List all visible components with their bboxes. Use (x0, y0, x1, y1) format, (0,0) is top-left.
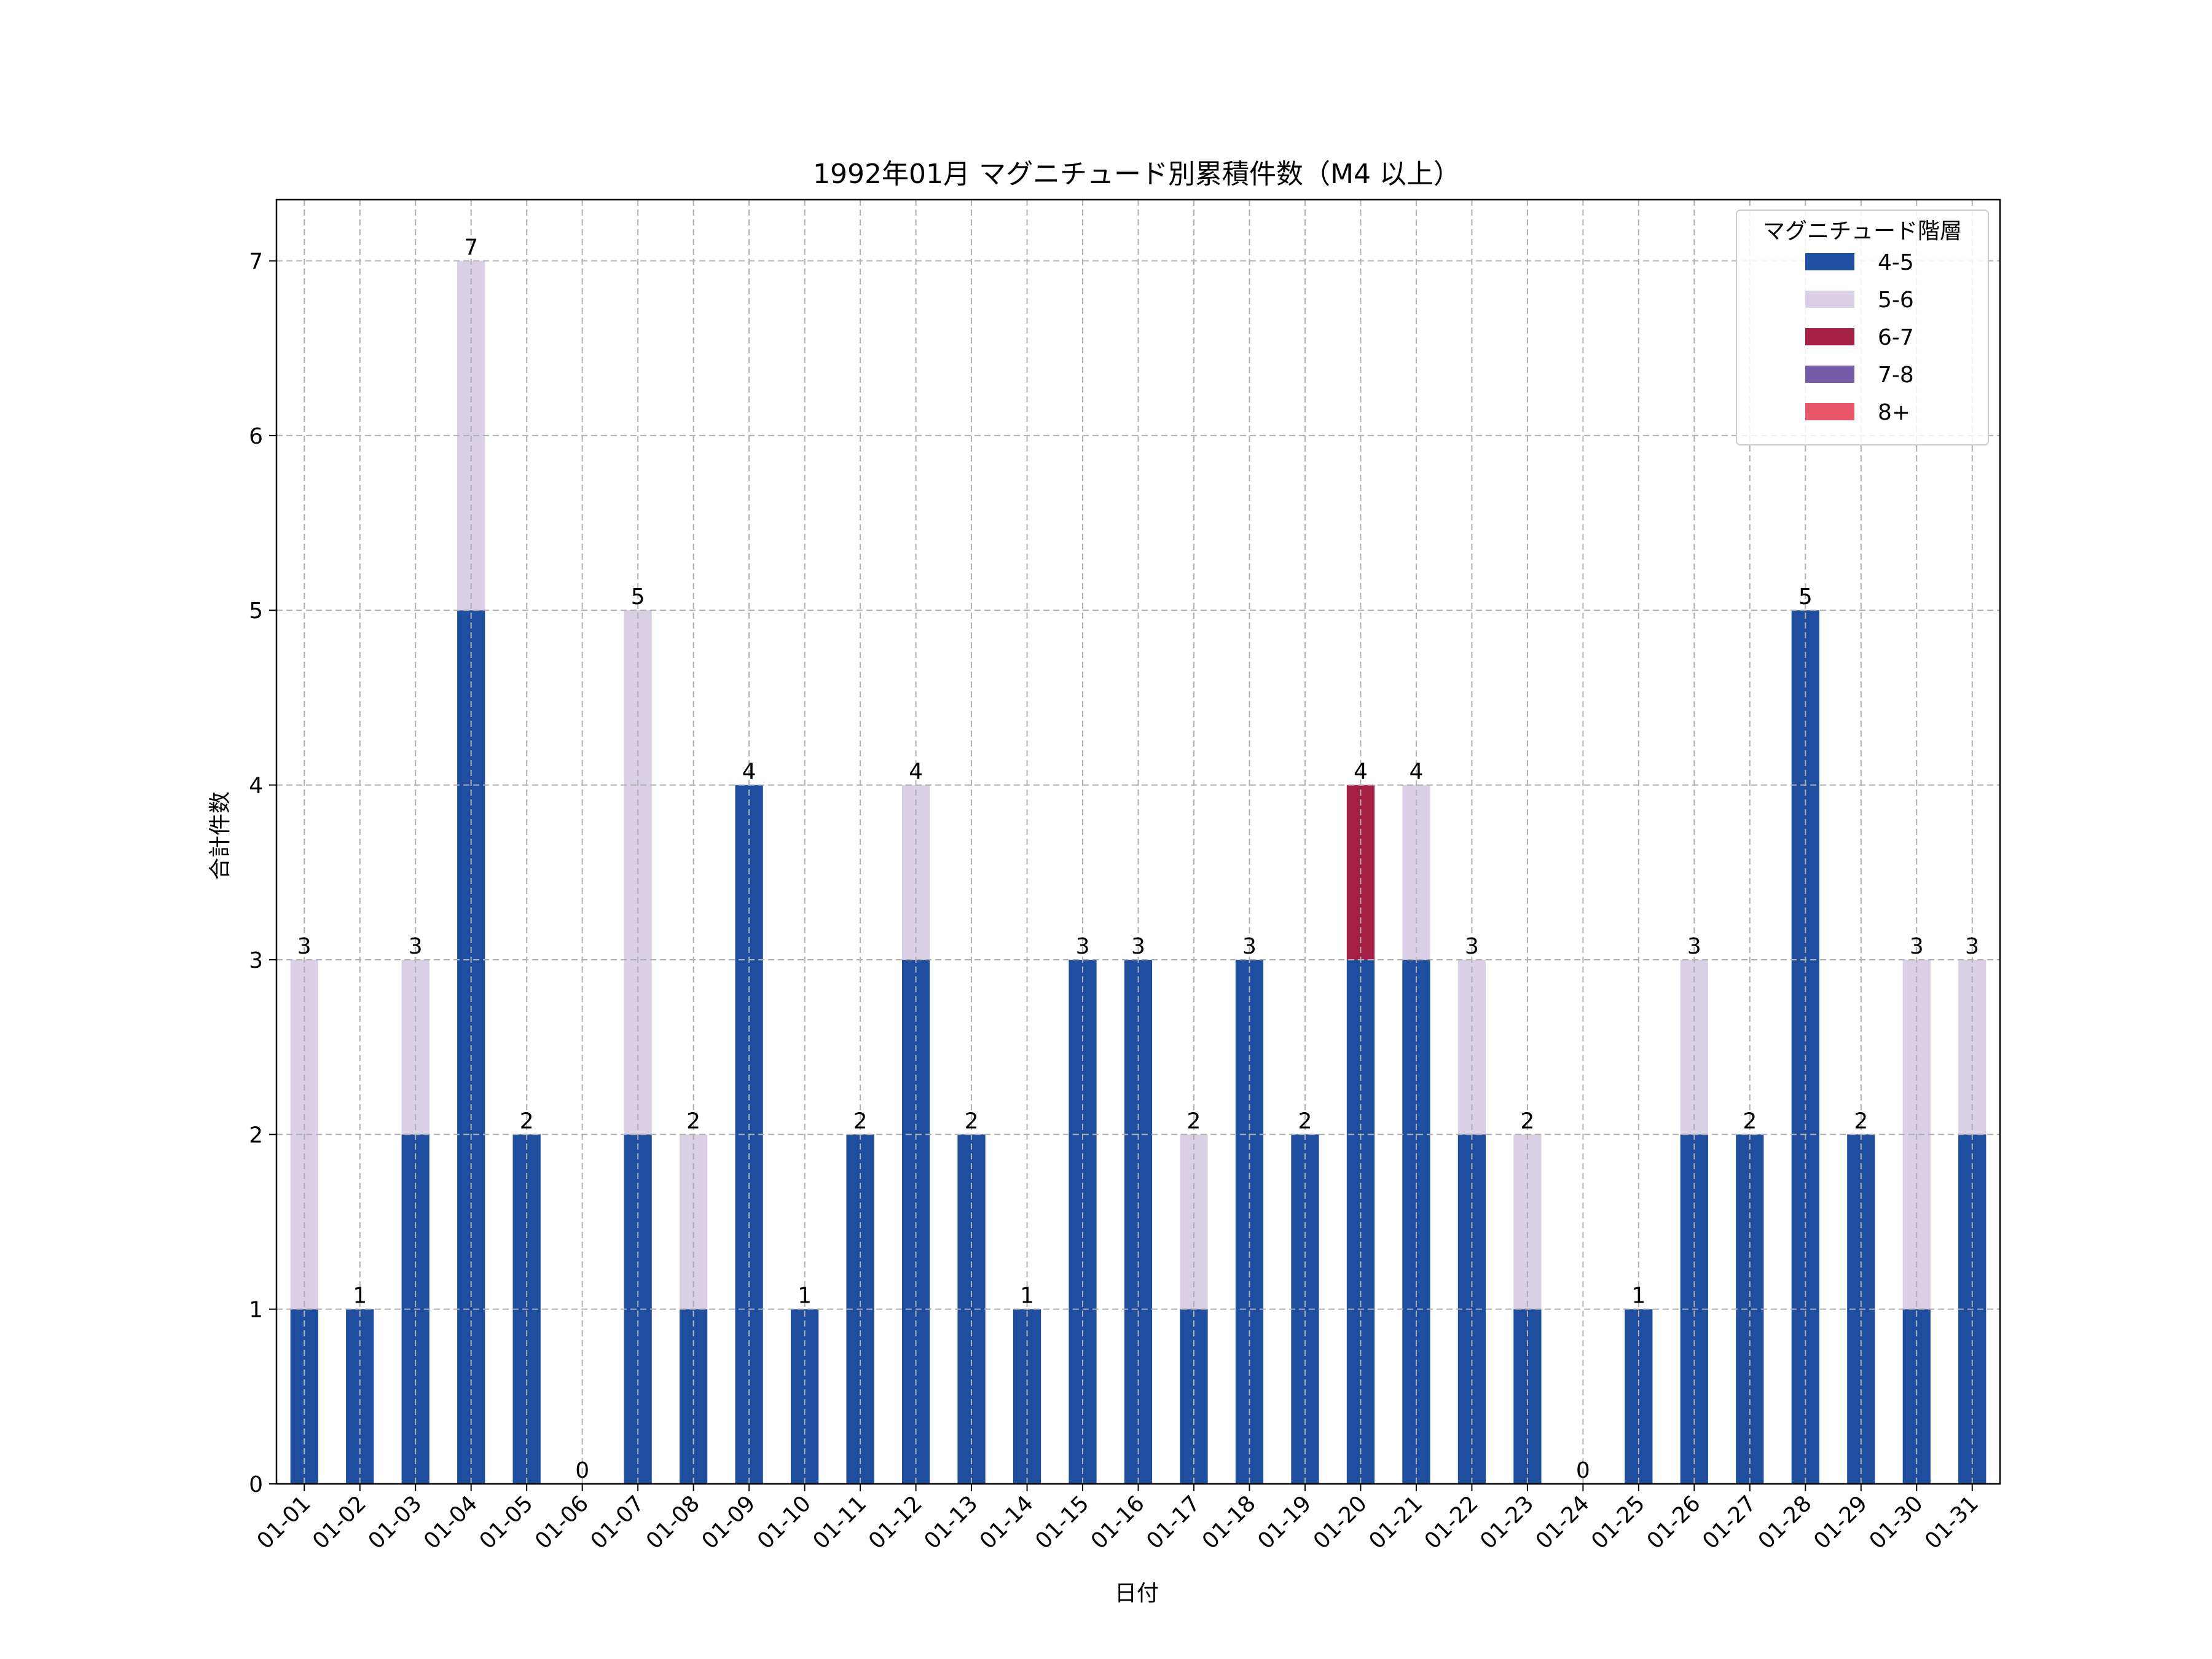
y-tick-label: 0 (249, 1472, 263, 1497)
y-axis-label: 合計件数 (208, 791, 233, 880)
bar-segment-01-14-4-5 (1013, 1309, 1041, 1484)
bar-total-label: 2 (1520, 1108, 1534, 1134)
bar-total-label: 1 (798, 1284, 812, 1309)
bar-total-label: 3 (1687, 934, 1701, 959)
bar-total-label: 7 (464, 235, 478, 261)
legend-label-6-7: 6-7 (1878, 325, 1914, 350)
bar-total-label: 0 (575, 1458, 589, 1483)
bar-total-label: 2 (520, 1108, 534, 1134)
bar-segment-01-10-4-5 (790, 1309, 819, 1484)
bar-total-label: 4 (1409, 759, 1423, 785)
bar-total-label: 3 (409, 934, 423, 959)
chart-title: 1992年01月 マグニチュード別累積件数（M4 以上） (813, 159, 1461, 190)
legend-swatch-5-6 (1805, 291, 1854, 308)
legend-title: マグニチュード階層 (1763, 219, 1962, 244)
bar-total-labels: 3 1 3 7 2 0 5 2 4 1 2 4 2 1 3 3 2 3 2 4 4 3 2 0 1 3 2 5 2 3 3 (297, 235, 1979, 1483)
y-tick-label: 1 (249, 1298, 263, 1323)
y-tick-label: 3 (249, 948, 263, 973)
legend-swatch-4-5 (1805, 253, 1854, 270)
bar-segment-01-30-4-5 (1902, 1309, 1931, 1484)
bar-total-label: 3 (1131, 934, 1145, 959)
bar-total-label: 0 (1576, 1458, 1590, 1483)
bar-total-label: 3 (1465, 934, 1479, 959)
bar-total-label: 3 (1910, 934, 1924, 959)
bar-total-label: 5 (1798, 584, 1813, 610)
bar-total-label: 2 (1298, 1108, 1312, 1134)
bar-total-label: 2 (686, 1108, 700, 1134)
y-tick-label: 5 (249, 598, 263, 624)
bar-total-label: 2 (1187, 1108, 1201, 1134)
bar-total-label: 4 (909, 759, 923, 785)
bar-total-label: 3 (1076, 934, 1090, 959)
y-tick-label: 7 (249, 249, 263, 275)
bar-total-label: 2 (1743, 1108, 1757, 1134)
bar-total-label: 2 (965, 1108, 979, 1134)
legend-label-5-6: 5-6 (1878, 288, 1914, 313)
bar-segment-01-23-4-5 (1513, 1309, 1542, 1484)
legend-swatch-6-7 (1805, 328, 1854, 345)
y-tick-label: 6 (249, 424, 263, 449)
bar-total-label: 3 (1965, 934, 1979, 959)
bar-total-label: 4 (742, 759, 756, 785)
bar-total-label: 4 (1354, 759, 1368, 785)
bar-segment-01-17-4-5 (1180, 1309, 1208, 1484)
bar-total-label: 3 (1242, 934, 1257, 959)
bar-total-label: 5 (631, 584, 645, 610)
y-tick-label: 2 (249, 1123, 263, 1148)
legend: マグニチュード階層 4-5 5-6 6-7 7-8 8+ (1736, 210, 1989, 445)
bar-segment-01-08-4-5 (680, 1309, 708, 1484)
bar-total-label: 1 (1631, 1284, 1645, 1309)
bar-segment-01-25-4-5 (1625, 1309, 1653, 1484)
legend-swatch-8+ (1805, 403, 1854, 420)
bar-total-label: 1 (353, 1284, 367, 1309)
legend-swatch-7-8 (1805, 366, 1854, 383)
bar-total-label: 2 (1854, 1108, 1868, 1134)
x-axis-label: 日付 (1115, 1581, 1159, 1606)
legend-box (1736, 210, 1989, 445)
bar-total-label: 1 (1020, 1284, 1034, 1309)
bar-segment-01-01-4-5 (290, 1309, 318, 1484)
y-axis-ticks: 0 1 2 3 4 5 6 7 (249, 249, 276, 1497)
legend-label-7-8: 7-8 (1878, 363, 1914, 388)
y-tick-label: 4 (249, 774, 263, 799)
legend-label-8+: 8+ (1878, 400, 1910, 425)
bar-total-label: 2 (853, 1108, 868, 1134)
bar-segment-01-02-4-5 (346, 1309, 374, 1484)
bar-total-label: 3 (297, 934, 312, 959)
legend-label-4-5: 4-5 (1878, 250, 1914, 275)
